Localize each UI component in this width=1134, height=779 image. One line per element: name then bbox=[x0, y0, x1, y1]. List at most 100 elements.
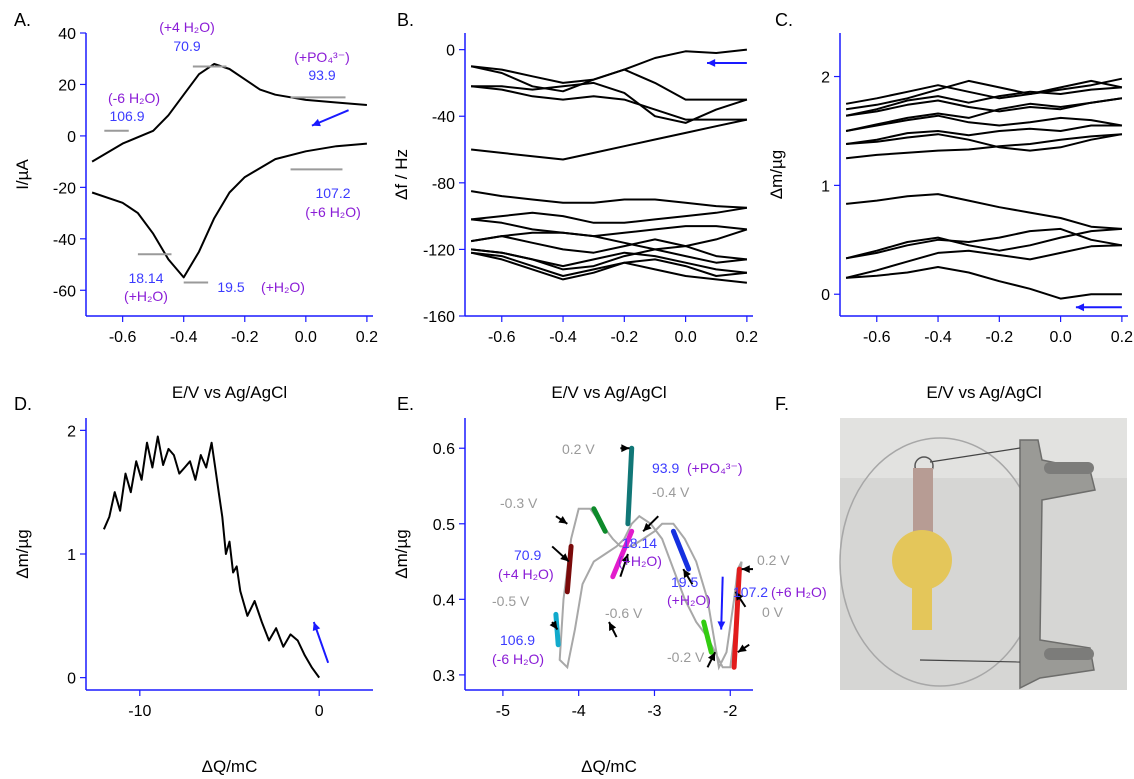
y-axis-title: Δf / Hz bbox=[392, 149, 411, 200]
y-tick-label: 0.5 bbox=[433, 517, 455, 534]
y-tick-label: -80 bbox=[432, 176, 455, 193]
voltage-label: 0.2 V bbox=[562, 441, 595, 457]
x-tick-label: -0.2 bbox=[231, 329, 259, 346]
chart-panel-d: -10 0 2 1 0 ΔQ/mC Δm/µg bbox=[13, 418, 373, 776]
callout-arrow-head bbox=[707, 652, 716, 662]
series-line bbox=[845, 86, 1122, 117]
series-line bbox=[91, 142, 367, 279]
x-tick-label: -4 bbox=[572, 703, 586, 720]
callout-arrow-head bbox=[735, 591, 744, 601]
highlight-segment bbox=[731, 566, 742, 670]
series-line bbox=[845, 79, 1123, 105]
series-line bbox=[845, 97, 1123, 117]
wire-top bbox=[929, 447, 1021, 463]
annotation-species: (+4 H₂O) bbox=[498, 566, 554, 582]
x-tick-label: -0.6 bbox=[488, 329, 516, 346]
voltage-label: -0.5 V bbox=[492, 593, 530, 609]
direction-arrow-head bbox=[717, 621, 726, 630]
y-tick-label: 0 bbox=[446, 43, 455, 60]
annotation-species: (+H₂O) bbox=[667, 592, 711, 608]
y-axis-title: Δm/µg bbox=[767, 150, 786, 200]
annotation-value: 19.5 bbox=[671, 574, 698, 590]
panel-label-c: C. bbox=[775, 10, 793, 30]
annotation-value: 106.9 bbox=[109, 108, 144, 124]
series-line bbox=[845, 244, 1122, 279]
annotation-value: 70.9 bbox=[514, 547, 541, 563]
x-axis-title: E/V vs Ag/AgCl bbox=[172, 383, 287, 402]
metal-holder-plate bbox=[1019, 439, 1096, 690]
x-tick-label: -10 bbox=[128, 703, 151, 720]
x-tick-label: -3 bbox=[647, 703, 661, 720]
voltage-label: 0.2 V bbox=[757, 552, 790, 568]
annotation-value: 107.2 bbox=[733, 584, 768, 600]
callout-arrow-head bbox=[609, 622, 617, 631]
x-axis-title: E/V vs Ag/AgCl bbox=[926, 383, 1041, 402]
photo-panel-f bbox=[839, 418, 1127, 690]
annotation-species: (+H₂O) bbox=[261, 279, 305, 295]
y-tick-label: 1 bbox=[67, 547, 76, 564]
holder-pin-bottom bbox=[1044, 648, 1094, 660]
x-axis-title: ΔQ/mC bbox=[202, 757, 258, 776]
callout-arrow-head bbox=[737, 644, 747, 653]
y-tick-label: -120 bbox=[423, 242, 455, 259]
annotation-species: (-6 H₂O) bbox=[492, 651, 544, 667]
series-line bbox=[845, 97, 1123, 132]
annotation-value: 18.14 bbox=[128, 270, 163, 286]
series-line bbox=[470, 235, 748, 261]
series-line bbox=[846, 133, 1123, 152]
direction-arrow-head bbox=[311, 118, 321, 127]
chart-panel-a: -0.6 -0.4 -0.2 0.0 0.2 40 20 0 -20 -40 -60 E/V vs A… bbox=[13, 26, 378, 402]
x-tick-label: 0.0 bbox=[674, 329, 696, 346]
x-tick-label: 0.2 bbox=[1111, 329, 1133, 346]
y-tick-label: 0.3 bbox=[433, 668, 455, 685]
x-tick-label: 0.0 bbox=[1049, 329, 1071, 346]
annotation-species: (+PO₄³⁻) bbox=[294, 49, 350, 65]
series-line bbox=[102, 435, 321, 679]
x-tick-label: -0.2 bbox=[986, 329, 1014, 346]
x-tick-label: -2 bbox=[723, 703, 737, 720]
x-tick-label: -0.6 bbox=[863, 329, 891, 346]
x-tick-label: 0.0 bbox=[295, 329, 317, 346]
series-line bbox=[470, 190, 747, 209]
callout-arrow-head bbox=[560, 553, 569, 562]
x-tick-label: 0.2 bbox=[356, 329, 378, 346]
voltage-label: -0.3 V bbox=[500, 495, 538, 511]
y-tick-label: 2 bbox=[821, 70, 830, 87]
series-line bbox=[846, 266, 1122, 300]
voltage-label: 0 V bbox=[762, 604, 784, 620]
annotation-species: (+PO₄³⁻) bbox=[687, 460, 743, 476]
callout-arrow-head bbox=[621, 444, 630, 453]
series-line bbox=[470, 251, 748, 281]
series-line bbox=[470, 85, 747, 121]
highlight-segment bbox=[625, 445, 635, 527]
y-tick-label: -20 bbox=[53, 180, 76, 197]
direction-arrow-head bbox=[1075, 303, 1085, 312]
callout-arrow-head bbox=[643, 522, 652, 532]
y-tick-label: 0.6 bbox=[433, 441, 455, 458]
direction-arrow-head bbox=[312, 622, 321, 631]
series-line bbox=[470, 65, 747, 101]
y-tick-label: 0 bbox=[67, 129, 76, 146]
annotation-value: 107.2 bbox=[315, 185, 350, 201]
chart-panel-e: -5 -4 -3 -2 0.6 0.5 0.4 0.3 ΔQ/mC Δm/µg bbox=[392, 418, 753, 776]
series-line bbox=[845, 124, 1122, 145]
callout-arrow-head bbox=[558, 516, 568, 524]
panel-label-f: F. bbox=[775, 394, 789, 414]
x-tick-label: -0.4 bbox=[549, 329, 577, 346]
x-tick-label: -0.4 bbox=[170, 329, 198, 346]
annotation-value: 93.9 bbox=[308, 67, 335, 83]
annotation-species: (+4 H₂O) bbox=[159, 19, 215, 35]
panel-label-a: A. bbox=[14, 10, 31, 30]
annotation-value: 18.14 bbox=[622, 535, 657, 551]
x-tick-label: -0.6 bbox=[109, 329, 137, 346]
y-tick-label: 40 bbox=[58, 26, 76, 43]
y-tick-label: 1 bbox=[821, 178, 830, 195]
panel-a-annotations: (+4 H₂O) 70.9 (+PO₄³⁻) 93.9 (-6 H₂O) 106… bbox=[108, 19, 361, 304]
chart-panel-b: -0.6 -0.4 -0.2 0.0 0.2 0 -40 -80 -120 -160 E/V vs … bbox=[392, 33, 758, 402]
y-tick-label: 0 bbox=[67, 671, 76, 688]
callout-arrow-head bbox=[683, 569, 691, 579]
series-line bbox=[470, 228, 748, 251]
wire-bottom bbox=[919, 659, 1021, 663]
electrode-tab bbox=[913, 468, 933, 540]
panel-label-d: D. bbox=[14, 394, 32, 414]
